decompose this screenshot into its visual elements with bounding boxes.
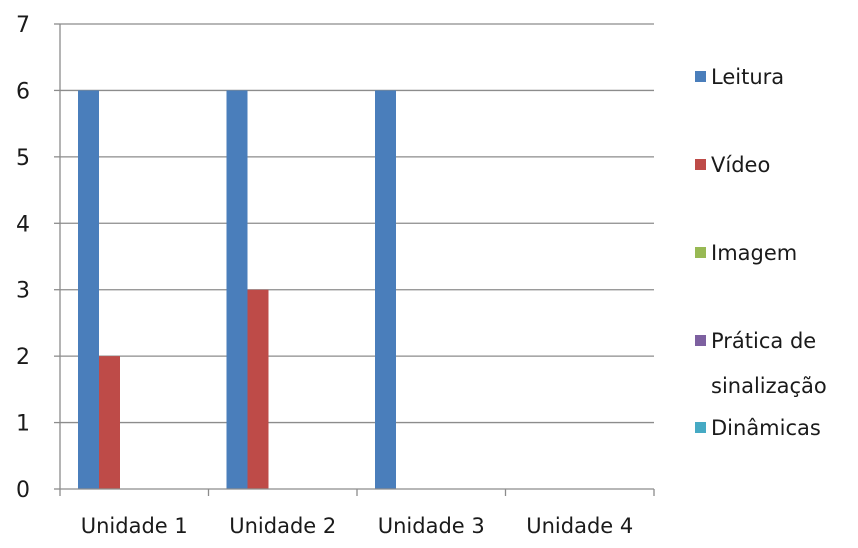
- legend-label: Imagem: [711, 241, 797, 265]
- legend-swatch: [695, 71, 706, 82]
- legend-item: Imagem: [695, 241, 797, 265]
- x-tick-label: Unidade 3: [378, 514, 485, 538]
- y-tick-label: 1: [16, 412, 30, 437]
- legend-item: Prática de sinalização: [695, 329, 827, 398]
- legend-item: Leitura: [695, 65, 784, 89]
- y-tick-label: 0: [16, 478, 30, 503]
- legend-swatch: [695, 247, 706, 258]
- y-tick-label: 7: [16, 13, 30, 38]
- bar: [375, 90, 396, 489]
- bar: [99, 356, 120, 489]
- legend-label: Prática de sinalização: [711, 329, 827, 398]
- x-tick-label: Unidade 1: [81, 514, 188, 538]
- legend-item: Vídeo: [695, 153, 770, 177]
- bar: [247, 289, 269, 489]
- legend-swatch: [695, 159, 706, 170]
- y-tick-label: 6: [16, 79, 30, 104]
- y-tick-label: 3: [16, 279, 30, 304]
- y-tick-label: 5: [16, 146, 30, 171]
- axes: 0 1 2 3 4 5 6 7 Unidade 1 Unidade 2 Unidade 3 Unida…: [16, 13, 655, 538]
- legend-label: Vídeo: [711, 153, 770, 177]
- x-tick-label: Unidade 2: [229, 514, 336, 538]
- y-tick-label: 4: [16, 212, 30, 237]
- legend-label: Dinâmicas: [711, 416, 821, 440]
- legend-label: Leitura: [711, 65, 784, 89]
- bars: [78, 90, 396, 489]
- x-tick-label: Unidade 4: [526, 514, 633, 538]
- bar: [226, 90, 248, 489]
- legend-item: Dinâmicas: [695, 416, 821, 440]
- legend: Leitura Vídeo Imagem Prática de sinalização D…: [695, 65, 827, 440]
- bar: [78, 90, 99, 489]
- legend-swatch: [695, 422, 706, 433]
- gridlines: [60, 23, 654, 424]
- legend-swatch: [695, 335, 706, 346]
- y-tick-label: 2: [16, 345, 30, 370]
